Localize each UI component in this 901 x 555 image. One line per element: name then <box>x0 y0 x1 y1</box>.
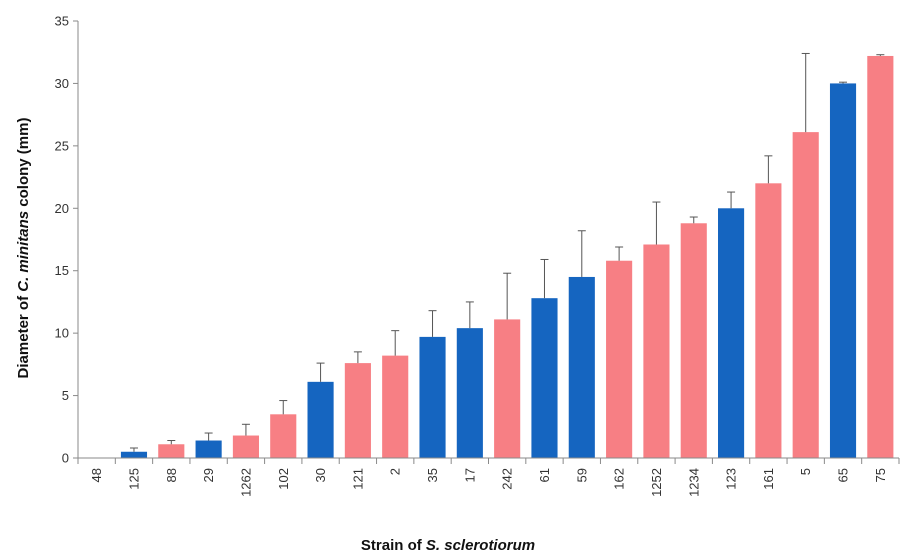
x-tick-label: 88 <box>164 468 179 482</box>
bars <box>120 55 894 459</box>
bar <box>792 132 819 458</box>
x-axis: 48 125 88 29 1262 102 30 121 2 35 17 242 61 59 162 1252… <box>77 457 900 497</box>
x-tick-label: 121 <box>350 468 365 490</box>
x-tick-label: 48 <box>89 468 104 482</box>
x-tick-label: 17 <box>462 468 477 482</box>
y-tick-label: 5 <box>62 388 69 403</box>
bar <box>382 355 409 458</box>
bar <box>829 83 857 458</box>
x-tick-label: 162 <box>612 468 627 490</box>
y-axis: 0 5 10 15 20 25 30 35 <box>55 14 79 466</box>
x-tick-label: 1262 <box>238 468 253 497</box>
bar <box>120 451 148 458</box>
bar <box>344 363 371 458</box>
error-bars <box>129 52 885 452</box>
x-tick-label: 102 <box>276 468 291 490</box>
bar <box>680 223 707 458</box>
x-tick-label: 2 <box>388 468 403 475</box>
y-tick-label: 10 <box>55 326 69 341</box>
y-tick-label: 35 <box>55 14 69 29</box>
x-tick-label: 30 <box>313 468 328 482</box>
x-tick-label: 5 <box>798 468 813 475</box>
x-tick-label: 35 <box>425 468 440 482</box>
y-tick-label: 0 <box>62 451 69 466</box>
y-tick-label: 15 <box>55 263 69 278</box>
bar <box>531 298 558 458</box>
bar <box>158 444 185 458</box>
bar <box>568 276 595 458</box>
x-tick-label: 65 <box>836 468 851 482</box>
x-tick-label: 125 <box>126 468 141 490</box>
bar <box>270 414 297 458</box>
x-tick-label: 1234 <box>686 468 701 497</box>
x-tick-label: 1252 <box>649 468 664 497</box>
bar <box>232 435 259 458</box>
y-tick-label: 20 <box>55 201 69 216</box>
y-tick-label: 30 <box>55 76 69 91</box>
bar <box>606 260 633 458</box>
bar <box>195 440 222 458</box>
x-tick-label: 59 <box>574 468 589 482</box>
bar <box>456 328 483 458</box>
x-tick-label: 61 <box>537 468 552 482</box>
bar <box>419 336 446 458</box>
bar <box>718 208 745 458</box>
x-tick-label: 75 <box>873 468 888 482</box>
x-tick-label: 29 <box>201 468 216 482</box>
y-axis-title: Diameter of C. minitans colony (mm) <box>15 118 32 379</box>
x-tick-label: 161 <box>761 468 776 490</box>
bar <box>494 319 521 458</box>
x-axis-title: Strain of S. sclerotiorum <box>361 537 535 554</box>
x-tick-label: 242 <box>500 468 515 490</box>
y-tick-label: 25 <box>55 138 69 153</box>
x-tick-label: 123 <box>724 468 739 490</box>
bar <box>307 381 334 458</box>
bar <box>643 244 670 458</box>
bar <box>755 183 782 459</box>
bar <box>867 55 894 459</box>
